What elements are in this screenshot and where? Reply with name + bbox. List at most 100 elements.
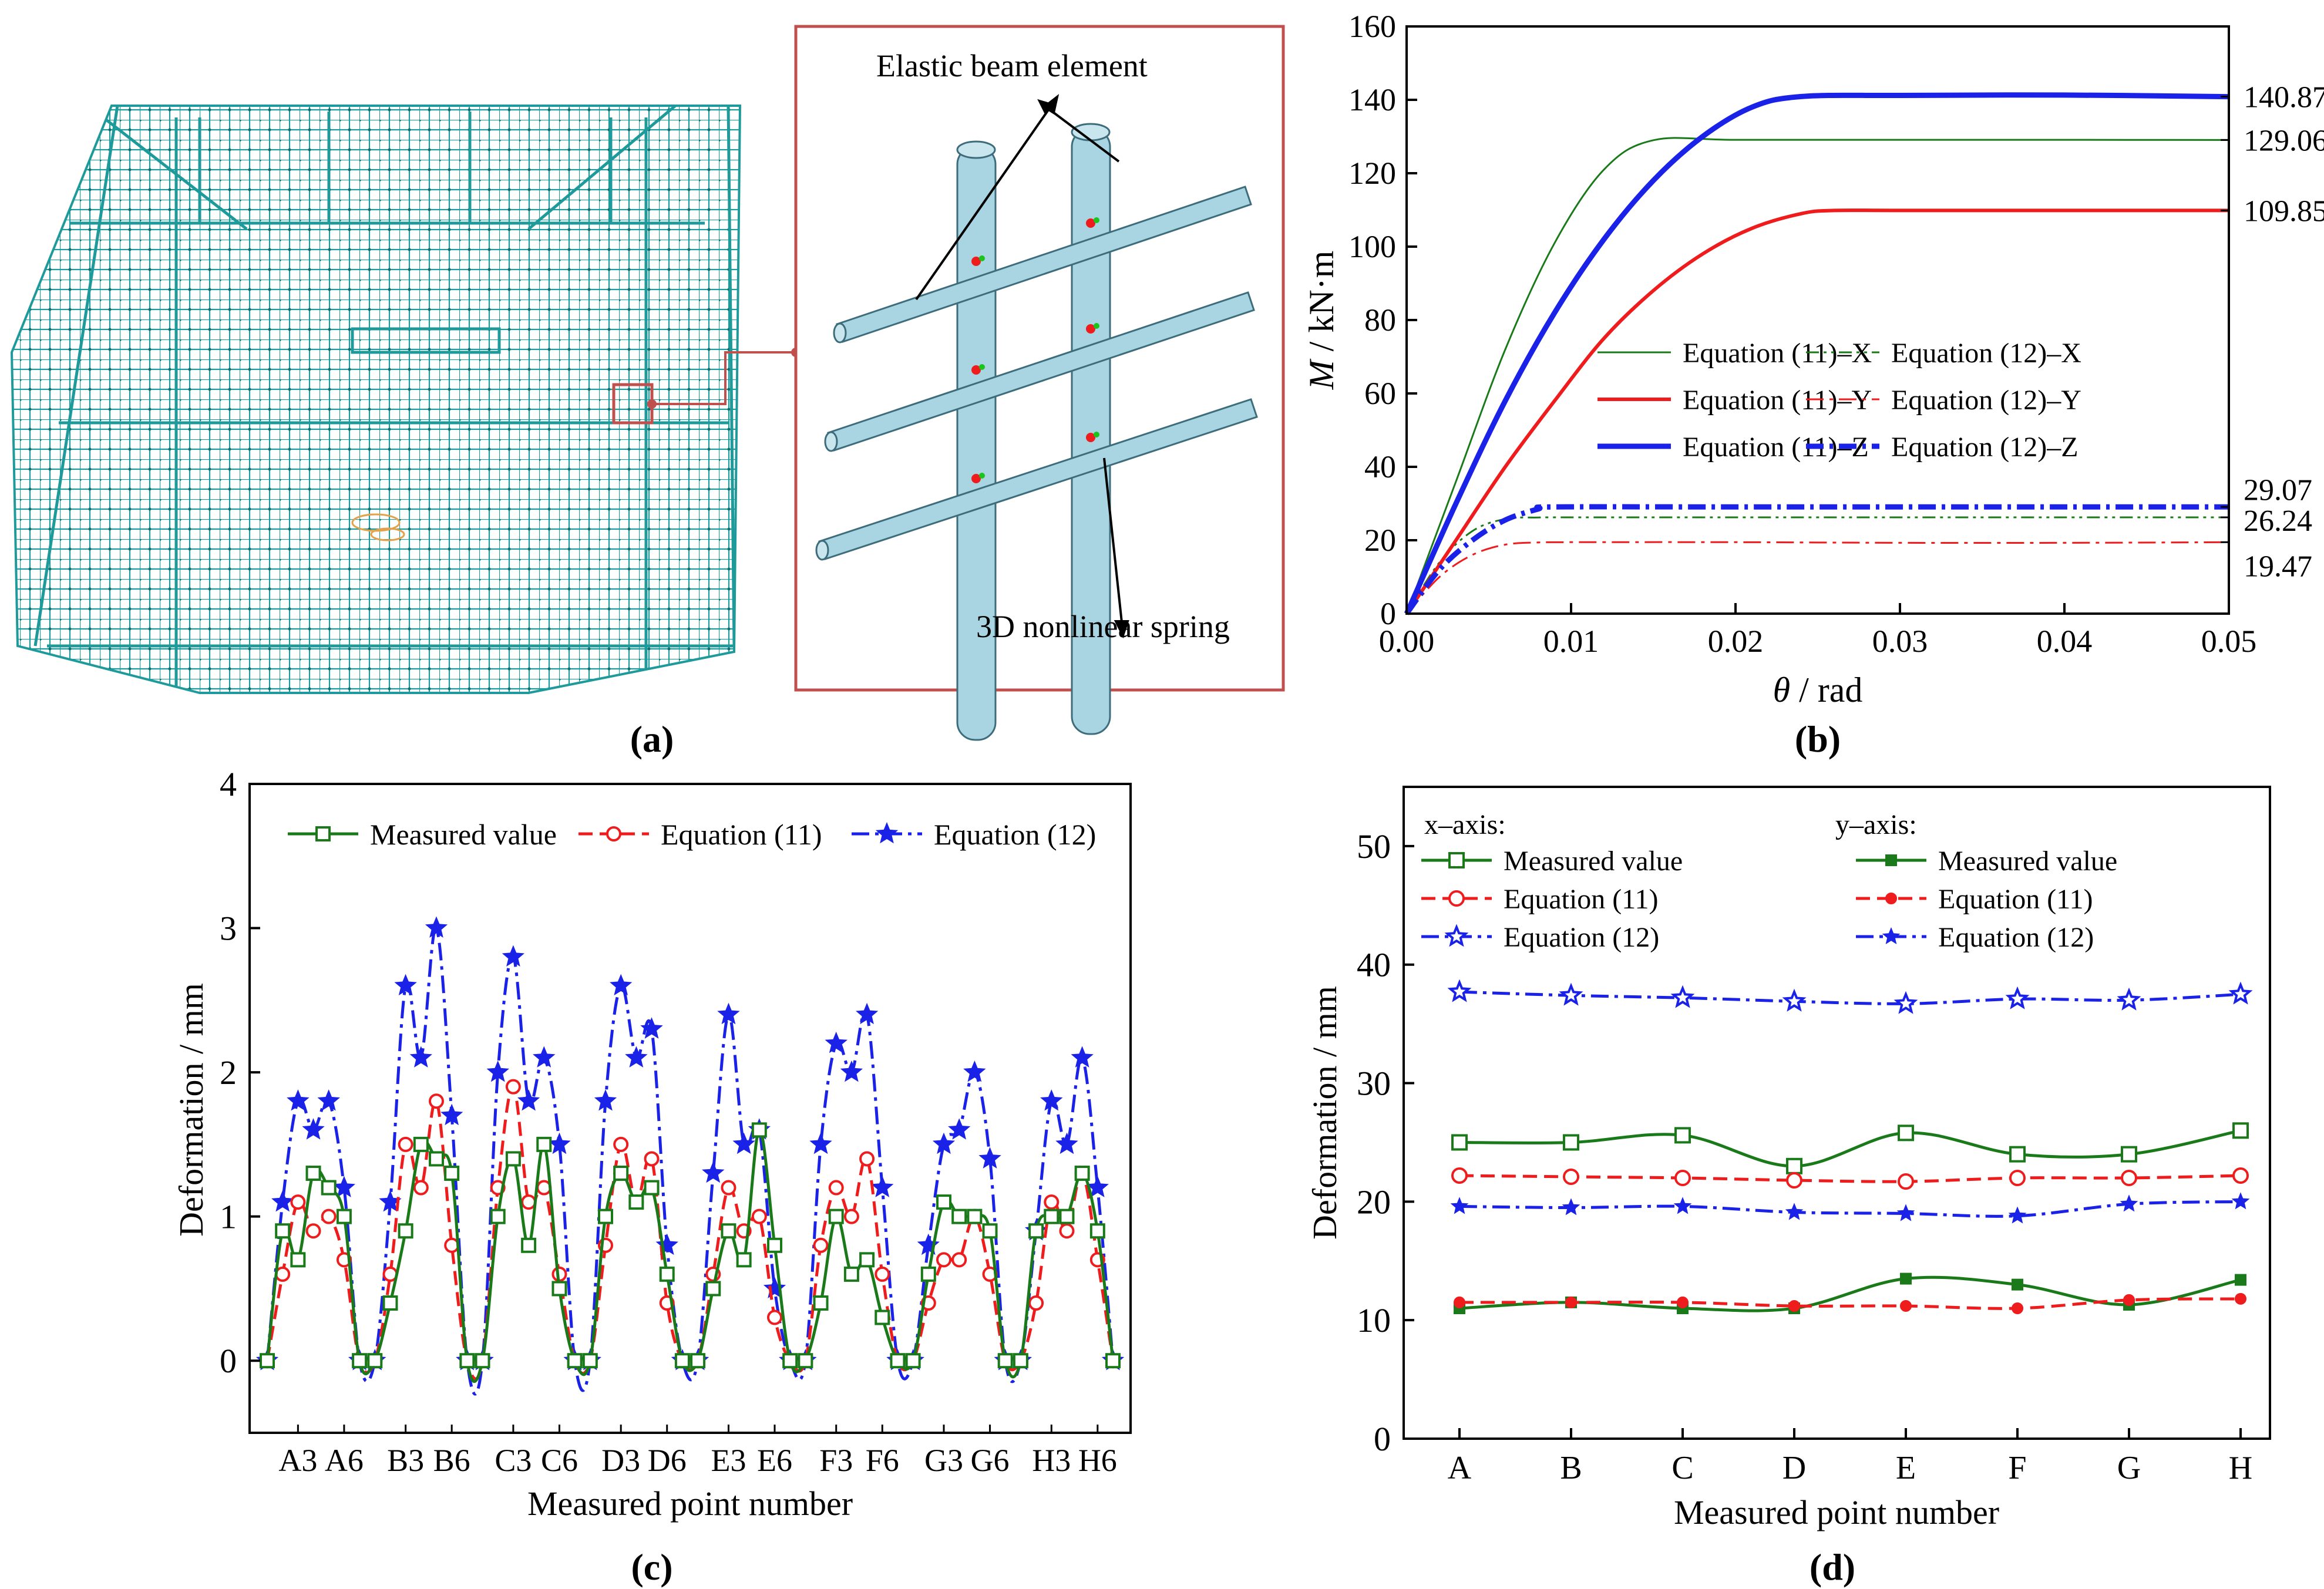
data-point [394, 974, 417, 996]
right-value-label: 26.24 [2244, 504, 2312, 538]
data-point [1785, 1203, 1804, 1220]
data-point [625, 1046, 648, 1068]
legend-label: Equation (12) [934, 818, 1096, 851]
data-point [1670, 985, 1695, 1008]
legend-label: Equation (12) [1938, 922, 2094, 953]
data-point [1562, 1198, 1580, 1216]
data-point [413, 1180, 429, 1196]
y-tick-label: 10 [1357, 1301, 1391, 1339]
legend-label: Equation (12)–Y [1891, 385, 2081, 416]
y-tick-label: 2 [220, 1053, 237, 1092]
data-point [659, 1266, 675, 1282]
data-point [732, 1132, 755, 1154]
data-point [2120, 1194, 2138, 1212]
legend-marker [875, 822, 899, 844]
panel-c-xlabel: Measured point number [527, 1484, 853, 1523]
y-tick-label: 40 [1357, 946, 1391, 984]
data-point [1059, 1208, 1075, 1224]
data-point [2012, 1278, 2023, 1291]
data-point [875, 1266, 890, 1282]
data-point [567, 1353, 583, 1369]
legend-label: Equation (11) [661, 818, 822, 851]
data-point [767, 1309, 782, 1325]
series-line [1459, 1129, 2241, 1168]
series-xaxis-equation-11- [1451, 1167, 2249, 1190]
data-point [1059, 1223, 1075, 1239]
panel-b-plot-frame [1405, 25, 2230, 615]
data-point [521, 1237, 537, 1253]
data-point [1782, 988, 1807, 1012]
legend-label: Equation (11)–Z [1683, 432, 1869, 463]
data-point [332, 1176, 356, 1197]
series-line [1459, 1200, 2241, 1218]
y-tick-label: 160 [1348, 9, 1396, 44]
right-value-label: 109.85 [2244, 194, 2324, 228]
data-point [828, 1208, 844, 1224]
data-point [594, 1089, 617, 1111]
panel-a: Elastic beam element 3D nonlinear spring… [10, 25, 1285, 760]
data-point [871, 1176, 894, 1197]
data-point [932, 1132, 956, 1154]
panel-c-label: (c) [631, 1546, 672, 1588]
data-point [2231, 1192, 2250, 1210]
data-point [290, 1194, 306, 1210]
legend-label: Equation (12) [1504, 922, 1659, 953]
data-point [2121, 1146, 2137, 1163]
spring-callout: 3D nonlinear spring [976, 609, 1230, 644]
data-point [782, 1353, 798, 1369]
x-tick-label: C [1671, 1450, 1693, 1486]
data-point [382, 1295, 398, 1311]
x-tick-label: C6 [541, 1443, 578, 1478]
data-point [398, 1223, 413, 1239]
data-point [260, 1353, 275, 1369]
x-tick-label: D [1782, 1450, 1806, 1486]
legend-marker [1448, 852, 1465, 868]
legend-label: Equation (12)–Z [1891, 432, 2079, 463]
data-point [536, 1136, 552, 1152]
data-point [936, 1194, 951, 1210]
x-tick-label: 0.01 [1543, 624, 1599, 659]
data-point [1674, 1170, 1691, 1186]
data-point [2008, 1206, 2027, 1224]
legend-marker [1444, 924, 1469, 947]
x-tick-label: 0.03 [1872, 624, 1928, 659]
data-point [1786, 1157, 1802, 1174]
spring-markers [971, 217, 1099, 483]
x-tick-label: B [1560, 1450, 1582, 1486]
data-point [459, 1353, 475, 1369]
data-point [305, 1166, 321, 1181]
data-point [951, 1252, 967, 1268]
legend-marker [1882, 927, 1901, 944]
panel-d-label: (d) [1810, 1546, 1855, 1588]
y-tick-label: 0 [220, 1342, 237, 1380]
legend-marker [315, 826, 331, 841]
data-point [855, 1002, 879, 1025]
data-point [505, 1079, 521, 1095]
data-point [505, 1151, 521, 1167]
data-point [379, 1190, 402, 1212]
data-point [1071, 1046, 1094, 1068]
x-tick-label: G3 [924, 1443, 963, 1478]
beam-callout: Elastic beam element [876, 48, 1148, 83]
data-point [705, 1281, 721, 1297]
data-point [905, 1353, 921, 1369]
data-point [840, 1061, 863, 1082]
x-tick-label: E3 [711, 1443, 746, 1478]
data-point [1893, 991, 1918, 1014]
data-point [275, 1223, 291, 1239]
data-point [767, 1237, 782, 1253]
data-point [317, 1089, 340, 1111]
panel-b-xlabel: θ / rad [1773, 671, 1863, 709]
data-point [813, 1237, 829, 1253]
data-point [644, 1151, 660, 1167]
series-equation-12- [255, 916, 1125, 1396]
data-point [598, 1208, 613, 1224]
series-line-equation-12-z [1404, 504, 2229, 615]
data-point [1044, 1208, 1060, 1224]
data-point [1898, 1173, 1914, 1190]
y-tick-label: 60 [1364, 376, 1396, 411]
panel-a-label: (a) [630, 718, 674, 760]
data-point [610, 974, 633, 996]
data-point [2121, 1170, 2137, 1186]
x-tick-label: D3 [601, 1443, 640, 1478]
